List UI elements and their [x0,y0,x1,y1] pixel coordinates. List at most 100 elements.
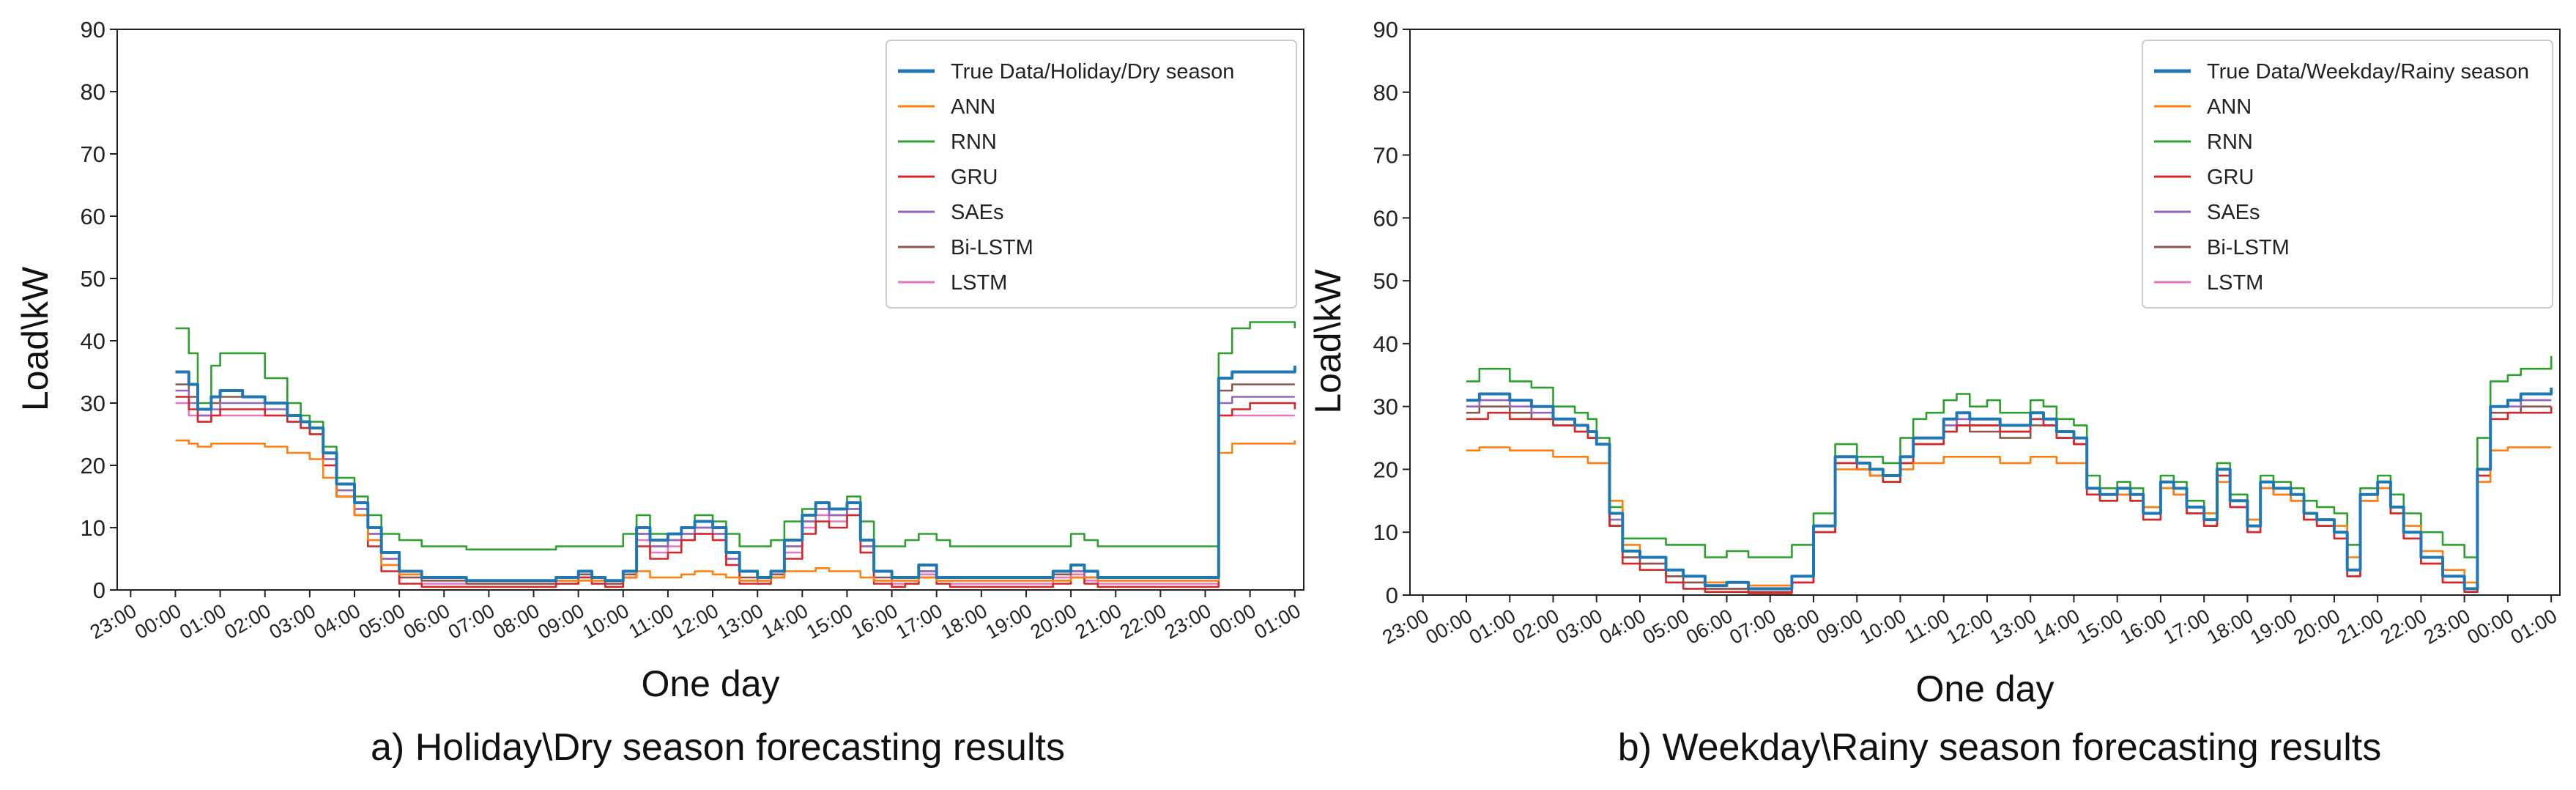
x-tick-label: 13:00 [1986,605,2041,649]
x-tick-label: 00:00 [1422,605,1476,649]
x-tick-label: 18:00 [2203,605,2257,649]
y-tick-label: 80 [1373,80,1398,106]
x-tick-label: 10:00 [1856,605,1910,649]
y-tick-label: 80 [81,79,105,105]
y-axis-label: Load\kW [1307,269,1348,414]
legend-label: LSTM [951,271,1007,295]
legend-box [2142,40,2553,309]
x-tick-label: 14:00 [2030,605,2084,649]
x-tick-label: 23:00 [2420,605,2474,649]
x-tick-label: 21:00 [1072,599,1126,643]
legend-label: Bi-LSTM [2207,236,2290,259]
caption-holiday-dry: a) Holiday\Dry season forecasting result… [371,726,1065,769]
x-tick-label: 00:00 [1206,599,1260,643]
legend-label: GRU [2207,166,2254,189]
y-tick-label: 20 [81,453,105,479]
legend-label: SAEs [951,201,1004,224]
x-tick-label: 20:00 [1027,599,1081,643]
x-tick-label: 10:00 [579,599,633,643]
chart-panel-b: 010203040506070809023:0000:0001:0002:000… [1307,17,2561,709]
legend-label: ANN [2207,95,2252,119]
x-tick-label: 00:00 [131,599,185,643]
x-tick-label: 01:00 [2507,605,2561,649]
x-tick-label: 04:00 [1595,605,1649,649]
x-tick-label: 01:00 [176,599,230,643]
x-tick-label: 06:00 [400,599,454,643]
y-tick-label: 10 [1373,520,1398,545]
legend: True Data/Holiday/Dry season ANN RNN GRU SAE… [886,40,1297,309]
x-tick-label: 18:00 [937,599,991,643]
x-tick-label: 11:00 [1901,605,1953,648]
x-tick-label: 08:00 [489,599,543,643]
y-tick-label: 30 [81,391,105,416]
legend-label: RNN [2207,130,2253,154]
y-tick-label: 20 [1373,457,1398,482]
x-tick-label: 09:00 [534,599,588,643]
x-tick-label: 17:00 [892,599,946,643]
x-tick-label: 08:00 [1769,605,1823,649]
y-tick-label: 0 [1386,583,1398,608]
x-tick-label: 23:00 [86,599,141,643]
y-tick-label: 10 [81,515,105,541]
x-tick-label: 00:00 [2463,605,2517,649]
x-tick-label: 12:00 [669,599,723,643]
x-tick-label: 23:00 [1161,599,1215,643]
legend-label: True Data/Holiday/Dry season [951,60,1234,84]
chart-panel-a: 010203040506070809023:0000:0001:0002:000… [15,17,1304,704]
x-tick-label: 13:00 [713,599,768,643]
y-tick-label: 30 [1373,394,1398,420]
x-tick-label: 15:00 [803,599,857,643]
x-tick-label: 01:00 [1250,599,1304,643]
y-tick-label: 70 [81,141,105,167]
x-tick-label: 17:00 [2160,605,2214,649]
x-tick-label: 02:00 [220,599,275,643]
series-line-true-data [175,366,1296,583]
x-axis-label: One day [1915,668,2054,709]
x-tick-label: 19:00 [2246,605,2301,649]
x-tick-label: 23:00 [1378,605,1433,649]
x-tick-label: 16:00 [2116,605,2170,649]
x-tick-label: 04:00 [310,599,364,643]
x-tick-label: 14:00 [758,599,812,643]
y-tick-label: 90 [81,17,105,43]
x-tick-label: 05:00 [1639,605,1693,649]
series-line-true-data [1466,387,2553,591]
x-tick-label: 19:00 [981,599,1036,643]
x-tick-label: 06:00 [1682,605,1737,649]
x-tick-label: 02:00 [1509,605,1563,649]
x-axis-label: One day [641,663,779,704]
y-tick-label: 60 [1373,205,1398,231]
x-tick-label: 22:00 [1116,599,1170,643]
x-tick-label: 11:00 [625,599,678,643]
y-tick-label: 40 [1373,331,1398,357]
series-line-ann [175,439,1296,582]
x-tick-label: 07:00 [1726,605,1780,649]
y-tick-label: 50 [81,266,105,292]
x-tick-label: 01:00 [1466,605,1520,649]
x-tick-label: 20:00 [2290,605,2344,649]
x-tick-label: 22:00 [2377,605,2431,649]
legend-label: LSTM [2207,271,2263,295]
x-tick-label: 12:00 [1942,605,1997,649]
y-axis-label: Load\kW [15,266,56,411]
x-tick-label: 03:00 [265,599,319,643]
y-tick-label: 60 [81,204,105,229]
legend-label: SAEs [2207,201,2260,224]
legend-box [886,40,1297,309]
legend-label: RNN [951,130,997,154]
legend-label: ANN [951,95,995,119]
caption-weekday-rainy: b) Weekday\Rainy season forecasting resu… [1617,726,2382,769]
y-tick-label: 50 [1373,268,1398,294]
x-tick-label: 15:00 [2073,605,2127,649]
y-tick-label: 90 [1373,17,1398,43]
x-tick-label: 05:00 [355,599,409,643]
x-tick-label: 16:00 [847,599,902,643]
y-tick-label: 40 [81,328,105,354]
x-tick-label: 09:00 [1813,605,1867,649]
y-tick-label: 70 [1373,143,1398,169]
legend-label: GRU [951,166,998,189]
x-tick-label: 21:00 [2334,605,2388,649]
x-tick-label: 03:00 [1552,605,1606,649]
legend: True Data/Weekday/Rainy season ANN RNN GRU S… [2142,40,2553,309]
